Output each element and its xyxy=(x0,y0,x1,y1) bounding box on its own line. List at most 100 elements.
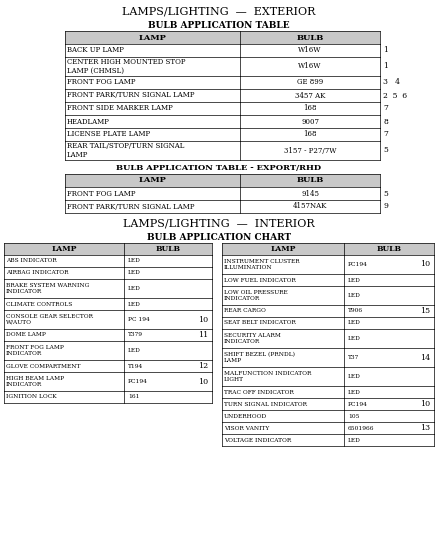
Bar xyxy=(65,128,380,141)
Bar xyxy=(4,298,212,310)
Text: BACK UP LAMP: BACK UP LAMP xyxy=(67,46,124,54)
Text: BULB APPLICATION CHART: BULB APPLICATION CHART xyxy=(147,232,291,241)
Bar xyxy=(222,434,434,446)
Bar xyxy=(65,174,380,187)
Text: GE 899: GE 899 xyxy=(297,78,323,86)
Bar xyxy=(4,391,212,403)
Text: 168: 168 xyxy=(303,131,317,139)
Bar xyxy=(222,422,434,434)
Text: MALFUNCTION INDICATOR
LIGHT: MALFUNCTION INDICATOR LIGHT xyxy=(224,372,311,382)
Text: LAMP: LAMP xyxy=(51,245,77,253)
Text: FRONT PARK/TURN SIGNAL LAMP: FRONT PARK/TURN SIGNAL LAMP xyxy=(67,92,194,100)
Text: 7: 7 xyxy=(383,104,388,112)
Text: SEAT BELT INDICATOR: SEAT BELT INDICATOR xyxy=(224,320,296,326)
Text: CLIMATE CONTROLS: CLIMATE CONTROLS xyxy=(6,302,72,306)
Text: LED: LED xyxy=(348,278,361,282)
Text: LED: LED xyxy=(128,302,141,306)
Bar xyxy=(222,329,434,348)
Text: FRONT SIDE MARKER LAMP: FRONT SIDE MARKER LAMP xyxy=(67,104,173,112)
Bar xyxy=(222,398,434,410)
Text: TURN SIGNAL INDICATOR: TURN SIGNAL INDICATOR xyxy=(224,401,307,407)
Text: 1: 1 xyxy=(383,62,388,70)
Text: REAR TAIL/STOP/TURN SIGNAL
LAMP: REAR TAIL/STOP/TURN SIGNAL LAMP xyxy=(67,142,184,159)
Text: LED: LED xyxy=(348,374,361,379)
Bar xyxy=(222,255,434,274)
Text: LED: LED xyxy=(128,271,141,276)
Text: SECURITY ALARM
INDICATOR: SECURITY ALARM INDICATOR xyxy=(224,333,281,344)
Text: REAR CARGO: REAR CARGO xyxy=(224,309,266,313)
Text: PC194: PC194 xyxy=(128,379,148,384)
Bar xyxy=(65,115,380,128)
Text: GLOVE COMPARTMENT: GLOVE COMPARTMENT xyxy=(6,364,81,368)
Text: 9007: 9007 xyxy=(301,117,319,125)
Text: VISOR VANITY: VISOR VANITY xyxy=(224,425,269,431)
Bar xyxy=(4,341,212,360)
Text: 15: 15 xyxy=(420,307,430,315)
Text: FRONT FOG LAMP: FRONT FOG LAMP xyxy=(67,190,135,198)
Bar xyxy=(65,89,380,102)
Text: BULB: BULB xyxy=(155,245,180,253)
Bar xyxy=(65,76,380,89)
Bar xyxy=(4,279,212,298)
Text: HEADLAMP: HEADLAMP xyxy=(67,117,110,125)
Text: 11: 11 xyxy=(198,331,208,339)
Text: 5: 5 xyxy=(383,190,388,198)
Text: 9145: 9145 xyxy=(301,190,319,198)
Text: LAMP: LAMP xyxy=(138,176,166,184)
Text: T379: T379 xyxy=(128,333,143,337)
Text: 12: 12 xyxy=(198,362,208,370)
Bar xyxy=(222,243,434,255)
Text: 161: 161 xyxy=(128,394,139,400)
Text: 14: 14 xyxy=(420,353,430,361)
Text: LED: LED xyxy=(128,286,141,291)
Text: 5: 5 xyxy=(383,147,388,155)
Bar xyxy=(222,274,434,286)
Text: BULB: BULB xyxy=(377,245,402,253)
Text: 168: 168 xyxy=(303,104,317,112)
Text: 105: 105 xyxy=(348,414,360,418)
Text: CENTER HIGH MOUNTED STOP
LAMP (CHMSL): CENTER HIGH MOUNTED STOP LAMP (CHMSL) xyxy=(67,58,186,75)
Text: 3   4: 3 4 xyxy=(383,78,400,86)
Text: 2  5  6: 2 5 6 xyxy=(383,92,407,100)
Bar xyxy=(4,310,212,329)
Bar xyxy=(65,44,380,57)
Text: T37: T37 xyxy=(348,355,359,360)
Text: CONSOLE GEAR SELECTOR
W/AUTO: CONSOLE GEAR SELECTOR W/AUTO xyxy=(6,314,93,325)
Bar xyxy=(65,57,380,76)
Bar xyxy=(65,200,380,213)
Bar xyxy=(222,386,434,398)
Bar xyxy=(222,410,434,422)
Text: 3457 AK: 3457 AK xyxy=(295,92,325,100)
Text: BULB: BULB xyxy=(297,176,324,184)
Text: FRONT FOG LAMP: FRONT FOG LAMP xyxy=(67,78,135,86)
Text: 8: 8 xyxy=(383,117,388,125)
Bar xyxy=(222,305,434,317)
Text: LED: LED xyxy=(128,348,141,353)
Bar xyxy=(222,367,434,386)
Text: T906: T906 xyxy=(348,309,363,313)
Text: LED: LED xyxy=(348,390,361,394)
Text: LAMP: LAMP xyxy=(138,34,166,42)
Bar xyxy=(222,317,434,329)
Text: 10: 10 xyxy=(198,316,208,324)
Bar xyxy=(4,372,212,391)
Text: LAMPS/LIGHTING  —  INTERIOR: LAMPS/LIGHTING — INTERIOR xyxy=(123,219,315,229)
Text: W16W: W16W xyxy=(298,46,322,54)
Text: LED: LED xyxy=(128,259,141,263)
Text: 10: 10 xyxy=(198,377,208,385)
Bar xyxy=(4,243,212,255)
Text: LED: LED xyxy=(348,320,361,326)
Text: IGNITION LOCK: IGNITION LOCK xyxy=(6,394,57,400)
Text: LED: LED xyxy=(348,438,361,442)
Text: 3157 - P27/7W: 3157 - P27/7W xyxy=(284,147,336,155)
Bar xyxy=(4,267,212,279)
Text: 10: 10 xyxy=(420,400,430,408)
Bar xyxy=(65,187,380,200)
Text: PC194: PC194 xyxy=(348,262,368,267)
Text: BULB: BULB xyxy=(297,34,324,42)
Text: LAMP: LAMP xyxy=(270,245,296,253)
Text: BULB APPLICATION TABLE: BULB APPLICATION TABLE xyxy=(148,20,290,29)
Text: INSTRUMENT CLUSTER
ILLUMINATION: INSTRUMENT CLUSTER ILLUMINATION xyxy=(224,259,300,270)
Bar xyxy=(222,286,434,305)
Text: PC194: PC194 xyxy=(348,401,368,407)
